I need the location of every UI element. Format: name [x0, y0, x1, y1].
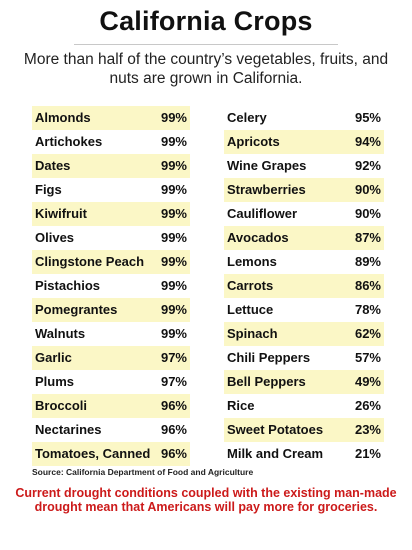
crop-name: Milk and Cream [227, 446, 324, 461]
table-row: Nectarines 96% [32, 418, 190, 442]
crop-share-value: 96% [160, 398, 187, 413]
crop-name: Dates [35, 158, 71, 173]
crop-share-value: 99% [160, 110, 187, 125]
page-title: California Crops [99, 6, 313, 36]
table-row: Bell Peppers 49% [224, 370, 384, 394]
table-row: Apricots 94% [224, 130, 384, 154]
crop-share-value: 57% [354, 350, 381, 365]
crop-share-value: 90% [354, 182, 381, 197]
crop-share-value: 86% [354, 278, 381, 293]
crop-name: Lettuce [227, 302, 274, 317]
table-row: Walnuts 99% [32, 322, 190, 346]
crop-share-value: 78% [354, 302, 381, 317]
crop-share-value: 99% [160, 230, 187, 245]
table-row: Tomatoes, Canned 96% [32, 442, 190, 466]
crop-share-value: 23% [354, 422, 381, 437]
crop-share-value: 96% [160, 446, 187, 461]
crop-share-value: 97% [160, 350, 187, 365]
crop-name: Olives [35, 230, 75, 245]
table-row: Figs 99% [32, 178, 190, 202]
table-row: Clingstone Peach 99% [32, 250, 190, 274]
crop-name: Celery [227, 110, 267, 125]
table-row: Rice 26% [224, 394, 384, 418]
table-row: Dates 99% [32, 154, 190, 178]
crop-share-value: 87% [354, 230, 381, 245]
source-note: Source: California Department of Food an… [32, 467, 254, 477]
crop-share-value: 99% [160, 182, 187, 197]
table-row: Chili Peppers 57% [224, 346, 384, 370]
crop-share-value: 99% [160, 206, 187, 221]
crop-share-value: 99% [160, 278, 187, 293]
crop-name: Broccoli [35, 398, 88, 413]
table-row: Garlic 97% [32, 346, 190, 370]
crop-share-value: 99% [160, 302, 187, 317]
crop-name: Almonds [35, 110, 91, 125]
crop-share-value: 95% [354, 110, 381, 125]
crop-share-value: 21% [354, 446, 381, 461]
crop-name: Chili Peppers [227, 350, 311, 365]
table-row: Artichokes 99% [32, 130, 190, 154]
table-row: Olives 99% [32, 226, 190, 250]
table-row: Strawberries 90% [224, 178, 384, 202]
crop-name: Pomegrantes [35, 302, 118, 317]
crop-name: Garlic [35, 350, 72, 365]
crop-name: Bell Peppers [227, 374, 306, 389]
table-row: Sweet Potatoes 23% [224, 418, 384, 442]
crop-name: Tomatoes, Canned [35, 446, 151, 461]
crop-share-value: 62% [354, 326, 381, 341]
crop-name: Figs [35, 182, 62, 197]
table-row: Almonds 99% [32, 106, 190, 130]
table-row: Plums 97% [32, 370, 190, 394]
subtitle: More than half of the country’s vegetabl… [23, 51, 389, 87]
table-row: Spinach 62% [224, 322, 384, 346]
table-row: Cauliflower 90% [224, 202, 384, 226]
table-row: Wine Grapes 92% [224, 154, 384, 178]
crop-table-right-column: Celery 95% Apricots 94% Wine Grapes 92% Strawb… [224, 106, 384, 466]
crop-share-value: 94% [354, 134, 381, 149]
crop-share-value: 99% [160, 158, 187, 173]
crop-share-value: 90% [354, 206, 381, 221]
crop-name: Kiwifruit [35, 206, 87, 221]
table-row: Kiwifruit 99% [32, 202, 190, 226]
crop-name: Spinach [227, 326, 278, 341]
table-row: Broccoli 96% [32, 394, 190, 418]
title-divider [74, 44, 338, 45]
crop-share-value: 99% [160, 254, 187, 269]
crop-name: Artichokes [35, 134, 103, 149]
crop-name: Nectarines [35, 422, 102, 437]
crop-name: Carrots [227, 278, 274, 293]
crop-name: Walnuts [35, 326, 86, 341]
crop-share-value: 49% [354, 374, 381, 389]
table-row: Lemons 89% [224, 250, 384, 274]
crop-share-value: 89% [354, 254, 381, 269]
crop-share-value: 99% [160, 326, 187, 341]
crop-share-value: 26% [354, 398, 381, 413]
crop-name: Pistachios [35, 278, 101, 293]
table-row: Milk and Cream 21% [224, 442, 384, 466]
crop-name: Clingstone Peach [35, 254, 145, 269]
crop-name: Avocados [227, 230, 289, 245]
table-row: Lettuce 78% [224, 298, 384, 322]
crop-name: Sweet Potatoes [227, 422, 324, 437]
crop-share-value: 99% [160, 134, 187, 149]
crop-name: Apricots [227, 134, 280, 149]
crop-name: Plums [35, 374, 75, 389]
drought-footer-note: Current drought conditions coupled with … [15, 486, 397, 514]
crop-name: Rice [227, 398, 255, 413]
crop-share-value: 92% [354, 158, 381, 173]
table-row: Pistachios 99% [32, 274, 190, 298]
table-row: Avocados 87% [224, 226, 384, 250]
crop-name: Lemons [227, 254, 277, 269]
crop-name: Wine Grapes [227, 158, 307, 173]
crop-name: Cauliflower [227, 206, 298, 221]
table-row: Celery 95% [224, 106, 384, 130]
crop-share-value: 97% [160, 374, 187, 389]
table-row: Pomegrantes 99% [32, 298, 190, 322]
crop-share-value: 96% [160, 422, 187, 437]
table-row: Carrots 86% [224, 274, 384, 298]
crop-table-left-column: Almonds 99% Artichokes 99% Dates 99% Figs 99% Ki… [32, 106, 190, 466]
crop-name: Strawberries [227, 182, 306, 197]
